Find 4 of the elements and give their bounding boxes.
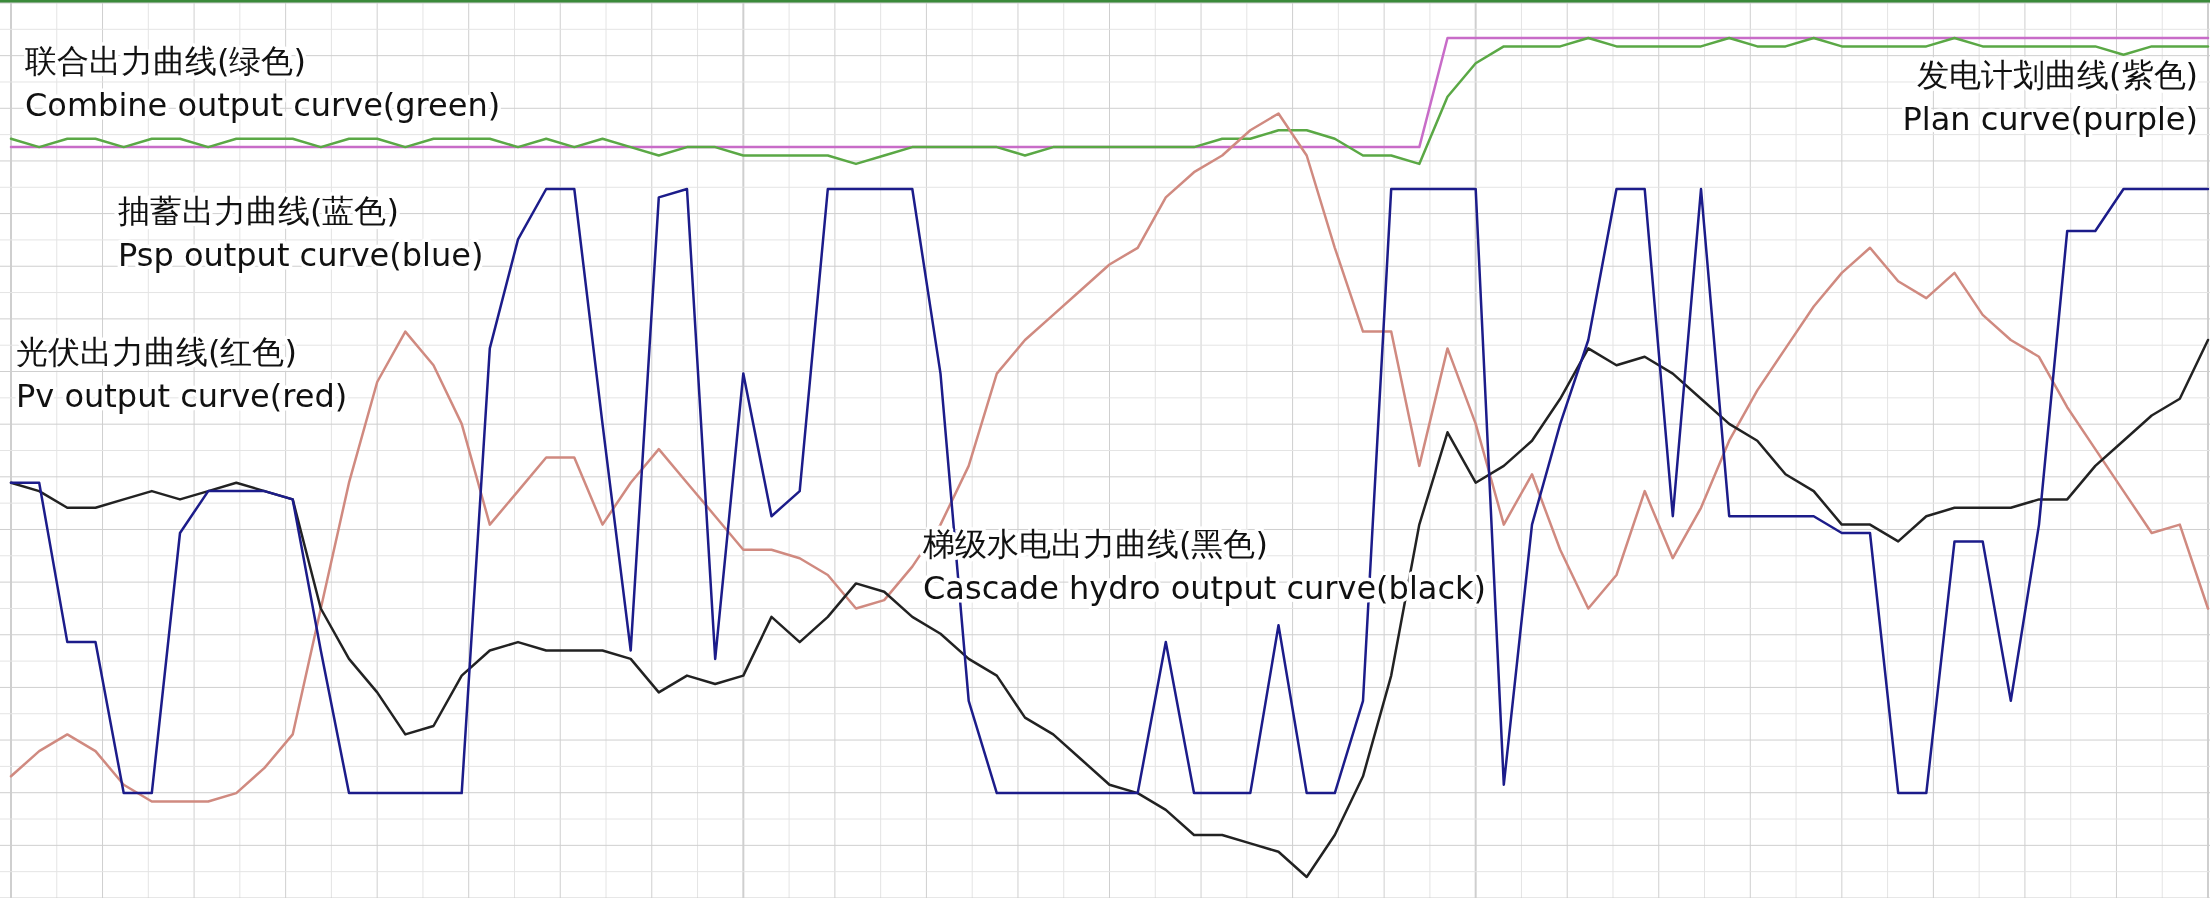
- series-label: 光伏出力曲线(红色) Pv output curve(red): [16, 333, 348, 415]
- series-label: 发电计划曲线(紫色) Plan curve(purple): [1902, 56, 2198, 138]
- series-label: 抽蓄出力曲线(蓝色) Psp output curve(blue): [118, 192, 484, 274]
- series-label: 联合出力曲线(绿色) Combine output curve(green): [25, 42, 501, 124]
